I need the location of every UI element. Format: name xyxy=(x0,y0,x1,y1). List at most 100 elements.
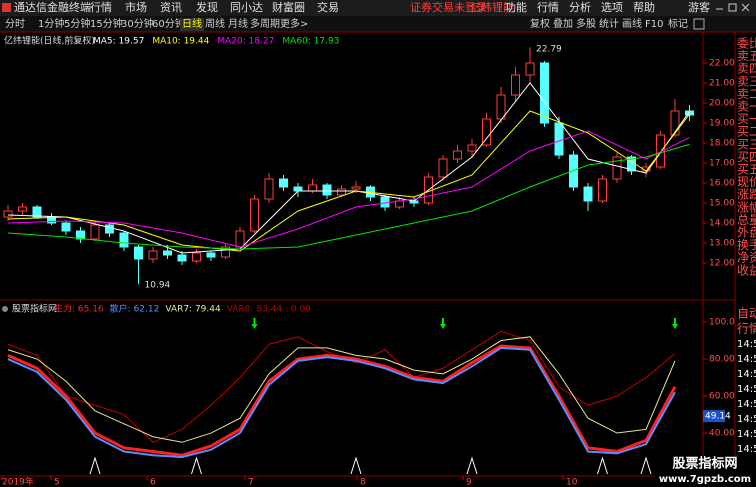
ma-line xyxy=(7,130,690,248)
period-tab[interactable]: 1分钟 xyxy=(38,17,64,30)
side-label: 自动 xyxy=(737,307,756,321)
period-tab[interactable]: 月线 xyxy=(228,17,248,30)
menu-item[interactable]: 发现 xyxy=(196,0,218,14)
time-label: 5 xyxy=(54,478,60,487)
menu-item[interactable]: 交易 xyxy=(317,0,339,14)
period-tab[interactable]: 15分钟 xyxy=(90,17,123,30)
menu-item[interactable]: 功能 xyxy=(505,0,527,14)
y-tick-label: 22.00 xyxy=(709,59,735,69)
side-label: 总量 xyxy=(737,213,756,227)
buy-arrow xyxy=(251,318,258,329)
period-tab[interactable]: 30分钟 xyxy=(121,17,154,30)
candle-body xyxy=(395,200,404,208)
candle-body xyxy=(670,110,680,136)
indicator-line xyxy=(7,336,676,443)
y-tick-label: 13.00 xyxy=(709,239,735,249)
tool-button[interactable]: F10 xyxy=(645,19,663,30)
y-tick-label: 12.00 xyxy=(709,259,735,269)
tool-button[interactable]: 标记 xyxy=(668,18,688,30)
candle-body xyxy=(279,178,288,188)
watermark-title: 股票指标网 xyxy=(672,456,737,472)
tool-button[interactable]: 统计 xyxy=(599,17,619,30)
candle-body xyxy=(438,158,448,178)
indicator-title: 股票指标网 xyxy=(12,303,57,315)
ma-line xyxy=(7,143,690,250)
side-label: 14:50 xyxy=(737,399,756,410)
tool-button[interactable]: 画线 xyxy=(622,17,642,30)
period-tab[interactable]: 多周期 xyxy=(250,17,280,30)
candle-body xyxy=(482,118,491,146)
high-annotation: 22.79 xyxy=(536,45,562,55)
menu-item[interactable]: 选项 xyxy=(601,1,623,14)
period-tab[interactable]: 60分钟 xyxy=(152,17,185,30)
candle-body xyxy=(467,144,477,152)
y-tick-label: 15.00 xyxy=(709,199,735,209)
candle-body xyxy=(656,134,665,168)
period-tab[interactable]: 分时 xyxy=(5,18,25,30)
menu-icon[interactable] xyxy=(693,18,705,30)
candle-body xyxy=(453,150,462,160)
candle-body xyxy=(206,252,216,258)
candle-body xyxy=(322,184,332,196)
side-label: 14:50 xyxy=(737,384,756,395)
candle-body xyxy=(61,222,71,232)
watermark-box xyxy=(655,456,756,487)
time-label: 6 xyxy=(150,478,156,487)
candle-body xyxy=(554,122,564,156)
indicator-line xyxy=(7,344,677,457)
menu-item[interactable]: 市场 xyxy=(125,0,147,14)
ma-line xyxy=(7,110,690,252)
signal-spike xyxy=(640,456,652,475)
period-tab[interactable]: 日线 xyxy=(182,17,202,30)
candle-body xyxy=(177,254,187,262)
candle-body xyxy=(134,246,143,260)
side-label: 换手 xyxy=(737,238,756,252)
login-notice[interactable]: 证券交易未登录 xyxy=(410,0,487,14)
menu-item[interactable]: 行情 xyxy=(90,1,112,14)
time-label: 8 xyxy=(360,478,366,487)
menu-item[interactable]: 财富圈 xyxy=(272,0,305,14)
side-label: 卖三 xyxy=(737,74,756,88)
side-label: 行情 xyxy=(737,322,756,336)
menu-item[interactable]: 同小达 xyxy=(230,1,263,14)
time-label: 9 xyxy=(466,478,472,487)
side-label: 买一 xyxy=(737,112,756,126)
ma-line xyxy=(7,82,690,254)
candle-body xyxy=(105,224,114,234)
menu-item[interactable]: 分析 xyxy=(569,0,591,14)
candle-body xyxy=(250,198,259,232)
y-tick-label: 21.00 xyxy=(709,79,735,89)
candle-body xyxy=(583,186,593,202)
period-tab[interactable]: 周线 xyxy=(205,17,225,30)
candle-body xyxy=(221,246,230,258)
legend-entry: VAR8: 83.44 : 0.00 xyxy=(227,305,311,315)
side-panel: 委比卖五卖四卖三卖二卖一买一买二买三买四买五现价涨跌涨幅总量外盘换手净资收益自动… xyxy=(737,37,756,471)
menu-item[interactable]: 行情 xyxy=(537,1,559,14)
y-tick-label: 40.00 xyxy=(709,429,735,439)
candle-body xyxy=(235,230,245,248)
buy-arrow xyxy=(440,318,446,329)
time-label: 2019年 xyxy=(2,476,34,487)
y-tick-label: 17.00 xyxy=(709,159,735,169)
tool-button[interactable]: 多股 xyxy=(576,17,596,30)
side-label: 买五 xyxy=(737,163,756,177)
tool-button[interactable]: 复权 xyxy=(530,17,550,30)
menu-item[interactable]: 资讯 xyxy=(160,1,182,14)
side-label: 现价 xyxy=(737,175,756,189)
signal-spike xyxy=(466,456,478,475)
user[interactable]: 游客 xyxy=(688,0,710,14)
period-tab[interactable]: 更多> xyxy=(280,17,308,30)
side-label: 14:50 xyxy=(737,339,756,350)
candle-body xyxy=(192,252,201,262)
legend-entry: MA20: 18.27 xyxy=(217,37,274,47)
window-buttons[interactable] xyxy=(716,3,750,12)
side-label: 卖五 xyxy=(737,49,756,63)
menu-item[interactable]: 帮助 xyxy=(633,0,655,14)
y-tick-label: 19.00 xyxy=(709,119,735,129)
current-value-box xyxy=(703,410,725,423)
tool-button[interactable]: 叠加 xyxy=(553,18,573,30)
period-tab[interactable]: 5分钟 xyxy=(64,17,90,30)
side-label: 14:50 xyxy=(737,354,756,365)
side-label: 14:50 xyxy=(737,414,756,425)
